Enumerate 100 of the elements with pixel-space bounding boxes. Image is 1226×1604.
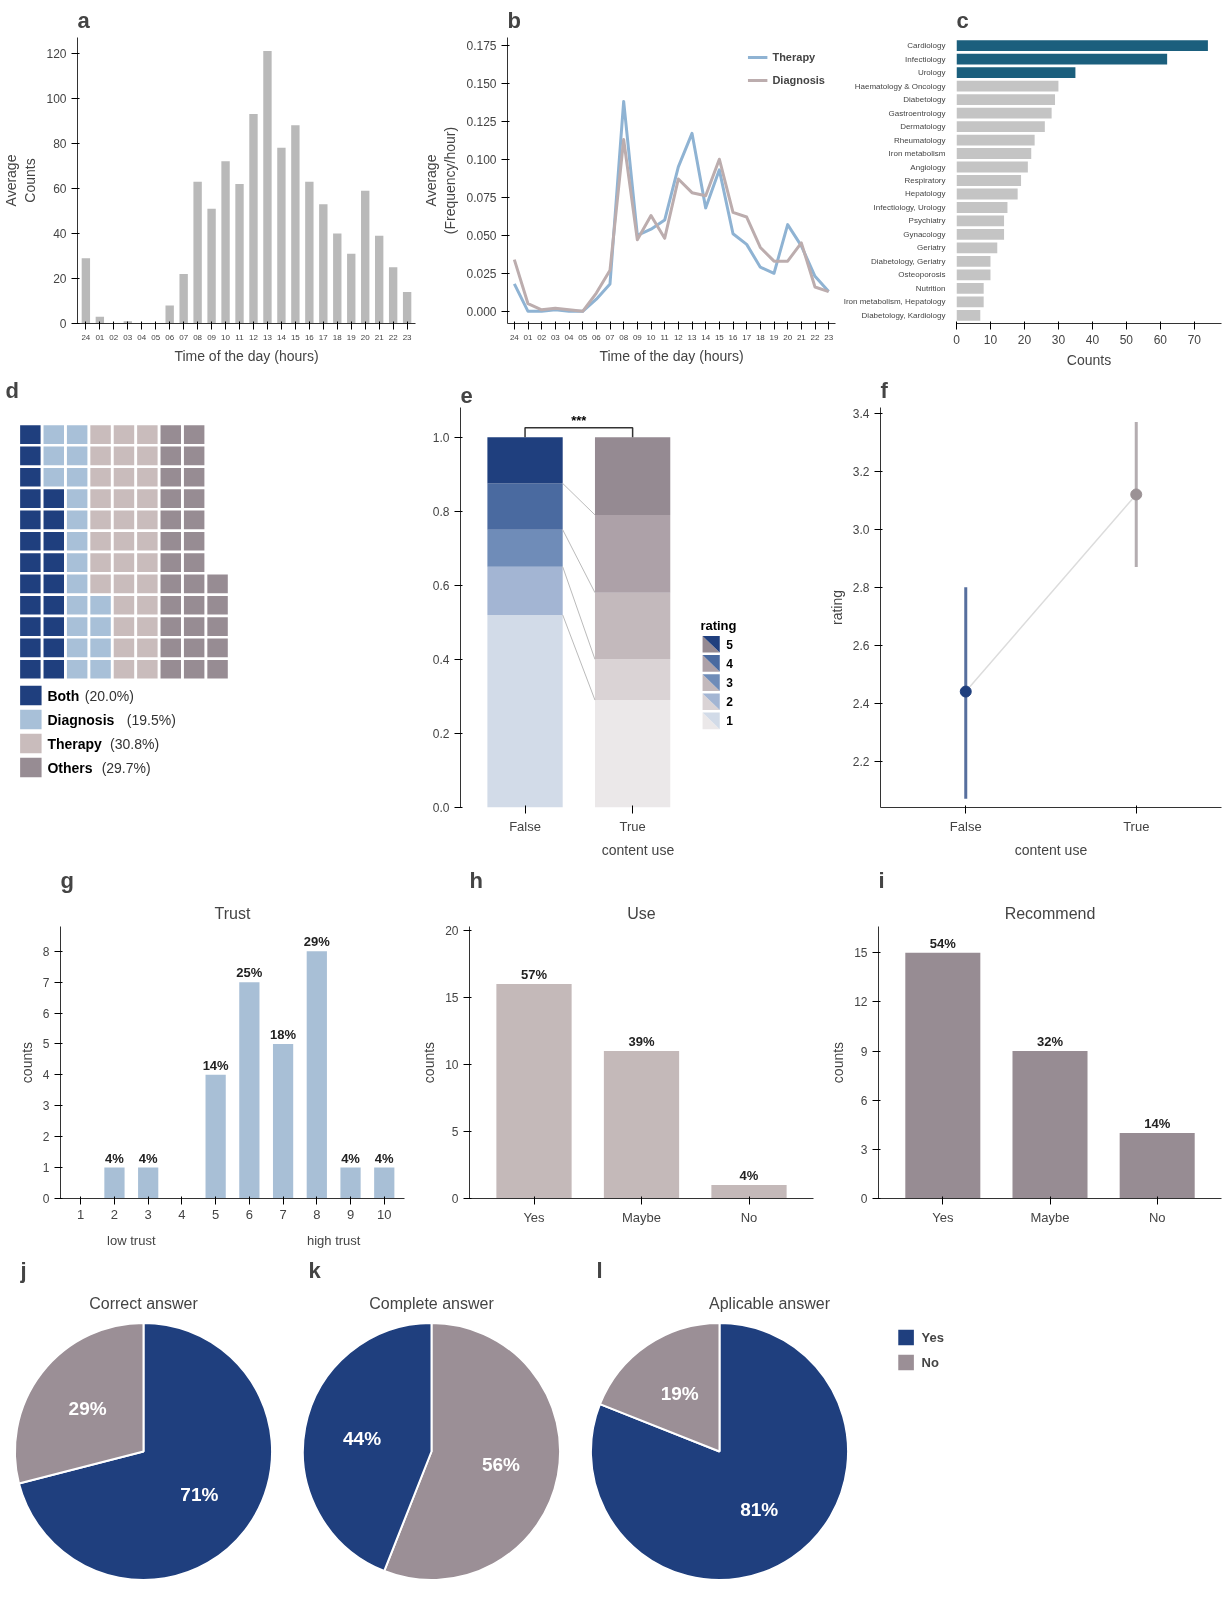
- bar: [711, 1185, 787, 1199]
- bar: [487, 614, 563, 808]
- annotation: 29%: [303, 934, 331, 950]
- y-tick-label: 0.125: [466, 114, 497, 129]
- x-tick-label: 07: [605, 332, 615, 342]
- legend-label: No: [921, 1354, 940, 1370]
- x-tick-label: 19: [769, 332, 779, 342]
- y-tick-label: 8: [42, 944, 50, 959]
- y-tick-label: 3.2: [852, 464, 870, 479]
- legend-label: 3: [726, 676, 734, 691]
- x-tick-label: 30: [1051, 332, 1066, 347]
- bar: [956, 67, 1076, 78]
- bar: [402, 291, 412, 324]
- bar: [487, 529, 563, 567]
- bar: [603, 1051, 680, 1199]
- x-tick-label: 02: [537, 332, 547, 342]
- y-tick-label: 9: [860, 1044, 868, 1059]
- x-tick-label: 2: [110, 1206, 119, 1222]
- x-tick-label: 12: [249, 332, 259, 342]
- y-tick-label: Infectiology: [905, 54, 946, 64]
- bar: [104, 1167, 125, 1199]
- bar: [179, 273, 188, 324]
- x-tick-label: 50: [1119, 332, 1134, 347]
- x-tick-label: 19: [346, 332, 357, 342]
- x-tick-label: 16: [728, 332, 738, 342]
- data-label: (19.5%): [126, 711, 176, 728]
- bar: [319, 204, 328, 324]
- x-tick-label: True: [1123, 818, 1150, 834]
- annotation: 25%: [236, 965, 263, 981]
- y-tick-label: 5: [451, 1125, 459, 1139]
- bar: [956, 80, 1059, 92]
- x-tick-label: 08: [193, 332, 203, 342]
- x-tick-label: 4: [178, 1206, 186, 1222]
- bar: [347, 253, 356, 324]
- data-label: (29.7%): [101, 759, 151, 776]
- x-tick-label: Maybe: [621, 1209, 662, 1225]
- x-tick-label: 20: [1017, 332, 1032, 347]
- x-tick-label: 15: [714, 332, 725, 342]
- annotation: 18%: [270, 1026, 297, 1042]
- y-tick-label: 60: [53, 181, 67, 196]
- bar: [956, 256, 991, 267]
- y-tick-label: 2: [42, 1130, 50, 1145]
- y-tick-label: Gastroentrology: [888, 108, 946, 118]
- bar: [305, 181, 314, 324]
- chart-title: k: [308, 1257, 322, 1283]
- y-tick-label: Respiratory: [904, 176, 946, 185]
- bar: [956, 121, 1045, 132]
- y-tick-label: 5: [42, 1037, 50, 1052]
- y-tick-label: 0.8: [432, 504, 450, 519]
- x-tick-label: 12: [673, 332, 684, 342]
- x-tick-label: 11: [660, 332, 670, 342]
- y-tick-label: Infectiology, Urology: [873, 202, 946, 212]
- y-tick-label: 12: [854, 995, 868, 1010]
- category-label: Both: [47, 687, 80, 704]
- bar: [956, 242, 998, 254]
- legend-label: Diagnosis: [772, 74, 825, 86]
- x-tick-label: 04: [137, 332, 147, 342]
- text: d: [5, 377, 19, 403]
- x-tick-label: 0: [953, 332, 961, 347]
- y-tick-label: Angiology: [910, 162, 946, 172]
- bar: [956, 310, 981, 321]
- y-tick-label: 0.050: [466, 228, 497, 243]
- x-tick-label: 02: [109, 332, 119, 342]
- x-tick-label: 21: [796, 332, 807, 342]
- x-tick-label: 23: [824, 332, 834, 342]
- x-tick-label: 10: [221, 332, 231, 342]
- bar: [374, 1167, 395, 1199]
- y-tick-label: 2.4: [852, 696, 870, 711]
- data-label: (20.0%): [84, 687, 134, 704]
- x-tick-label: 17: [318, 332, 329, 342]
- bar: [956, 40, 1208, 51]
- x-tick-label: 01: [95, 332, 105, 342]
- data-label: 56%: [481, 1454, 521, 1476]
- y-tick-label: 0.150: [466, 76, 497, 91]
- bar: [956, 161, 1028, 173]
- x-tick-label: 05: [151, 332, 161, 342]
- chart-subtitle: Trust: [214, 904, 251, 922]
- x-tick-label: 14: [276, 332, 287, 342]
- x-tick-label: True: [619, 818, 646, 834]
- chart-subtitle: Complete answer: [369, 1294, 495, 1312]
- bar: [487, 483, 563, 530]
- x-tick-label: Yes: [523, 1209, 546, 1225]
- y-tick-label: 100: [46, 91, 67, 106]
- x-tick-label: 15: [290, 332, 301, 342]
- y-tick-label: Psychiatry: [908, 216, 946, 226]
- bar: [340, 1167, 361, 1199]
- chart-title: f: [880, 377, 889, 403]
- chart-title: j: [19, 1257, 27, 1283]
- x-tick-label: 05: [578, 332, 588, 342]
- x-tick-label: 04: [564, 332, 574, 342]
- y-tick-label: 6: [42, 1006, 50, 1021]
- x-tick-label: 18: [332, 332, 343, 342]
- x-tick-label: 23: [402, 332, 413, 342]
- bar: [594, 514, 671, 593]
- y-tick-label: Hepatology: [905, 189, 946, 199]
- bar: [956, 202, 1008, 213]
- y-tick-label: 0: [451, 1192, 459, 1206]
- category-label: Therapy: [47, 735, 103, 752]
- x-tick-label: 3: [144, 1206, 152, 1222]
- x-tick-label: 6: [245, 1206, 253, 1222]
